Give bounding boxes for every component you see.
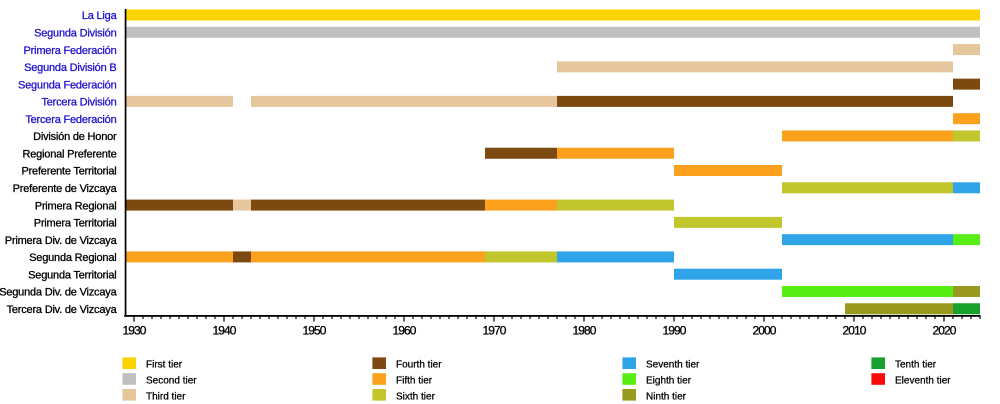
svg-text:Primera Territorial: Primera Territorial [34, 218, 117, 230]
svg-text:1940: 1940 [212, 323, 236, 337]
svg-text:1950: 1950 [302, 323, 326, 337]
svg-text:1990: 1990 [662, 323, 686, 337]
svg-text:1960: 1960 [392, 323, 416, 337]
svg-text:División de Honor: División de Honor [33, 131, 117, 143]
svg-text:Primera Federación: Primera Federación [24, 45, 117, 57]
svg-text:2010: 2010 [842, 323, 866, 337]
svg-text:Third tier: Third tier [146, 391, 186, 402]
svg-text:2000: 2000 [752, 323, 776, 337]
svg-text:2020: 2020 [932, 323, 956, 337]
svg-text:1930: 1930 [122, 323, 146, 337]
svg-text:Primera Regional: Primera Regional [35, 200, 117, 212]
svg-text:Segunda Territorial: Segunda Territorial [28, 269, 116, 281]
svg-text:Sixth tier: Sixth tier [396, 391, 436, 402]
svg-text:Segunda Regional: Segunda Regional [29, 252, 116, 264]
svg-text:Tenth tier: Tenth tier [895, 360, 937, 371]
svg-text:Fifth tier: Fifth tier [396, 376, 433, 387]
svg-text:Regional Preferente: Regional Preferente [22, 148, 116, 160]
svg-text:Segunda Div. de Vizcaya: Segunda Div. de Vizcaya [0, 287, 118, 299]
svg-text:Seventh tier: Seventh tier [646, 360, 700, 371]
svg-text:Eighth tier: Eighth tier [646, 376, 692, 387]
svg-text:Segunda Federación: Segunda Federación [18, 79, 117, 91]
svg-text:Second tier: Second tier [146, 376, 197, 387]
svg-text:Tercera Federación: Tercera Federación [25, 114, 116, 126]
svg-text:Segunda División B: Segunda División B [24, 62, 116, 74]
svg-text:Segunda División: Segunda División [34, 27, 116, 39]
svg-text:First tier: First tier [146, 360, 183, 371]
svg-text:La Liga: La Liga [82, 10, 118, 22]
svg-text:1970: 1970 [482, 323, 506, 337]
svg-text:Eleventh tier: Eleventh tier [895, 376, 951, 387]
svg-text:Ninth tier: Ninth tier [646, 391, 687, 402]
svg-text:Tercera División: Tercera División [41, 97, 116, 109]
svg-text:Preferente de Vizcaya: Preferente de Vizcaya [13, 183, 118, 195]
svg-text:Tercera Div. de Vizcaya: Tercera Div. de Vizcaya [7, 304, 118, 316]
svg-text:1980: 1980 [572, 323, 596, 337]
svg-text:Fourth tier: Fourth tier [396, 360, 442, 371]
svg-text:Primera Div. de Vizcaya: Primera Div. de Vizcaya [5, 235, 118, 247]
svg-text:Preferente Territorial: Preferente Territorial [21, 166, 116, 178]
